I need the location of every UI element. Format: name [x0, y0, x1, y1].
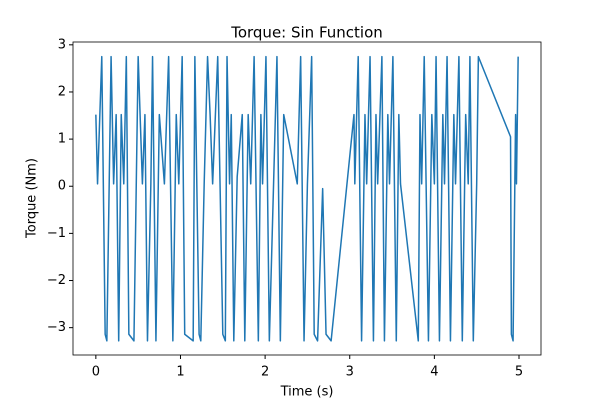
x-axis-label: Time (s)	[280, 385, 334, 400]
x-tick-label: 5	[515, 365, 523, 380]
y-tick-label: 3	[58, 37, 66, 52]
y-tick-label: −3	[47, 320, 66, 335]
x-tick-label: 2	[261, 365, 269, 380]
chart-title: Torque: Sin Function	[230, 24, 383, 42]
x-tick-label: 4	[430, 365, 438, 380]
y-tick-label: 1	[58, 132, 66, 147]
plot-frame	[72, 41, 542, 356]
y-tick-label: 0	[58, 179, 66, 194]
y-axis-label: Torque (Nm)	[25, 158, 40, 239]
y-tick-label: −1	[47, 226, 66, 241]
y-tick-label: 2	[58, 84, 66, 99]
x-tick-label: 3	[346, 365, 354, 380]
data-line	[95, 55, 519, 342]
x-tick-label: 0	[92, 365, 100, 380]
x-tick-label: 1	[176, 365, 184, 380]
y-tick-label: −2	[47, 273, 66, 288]
